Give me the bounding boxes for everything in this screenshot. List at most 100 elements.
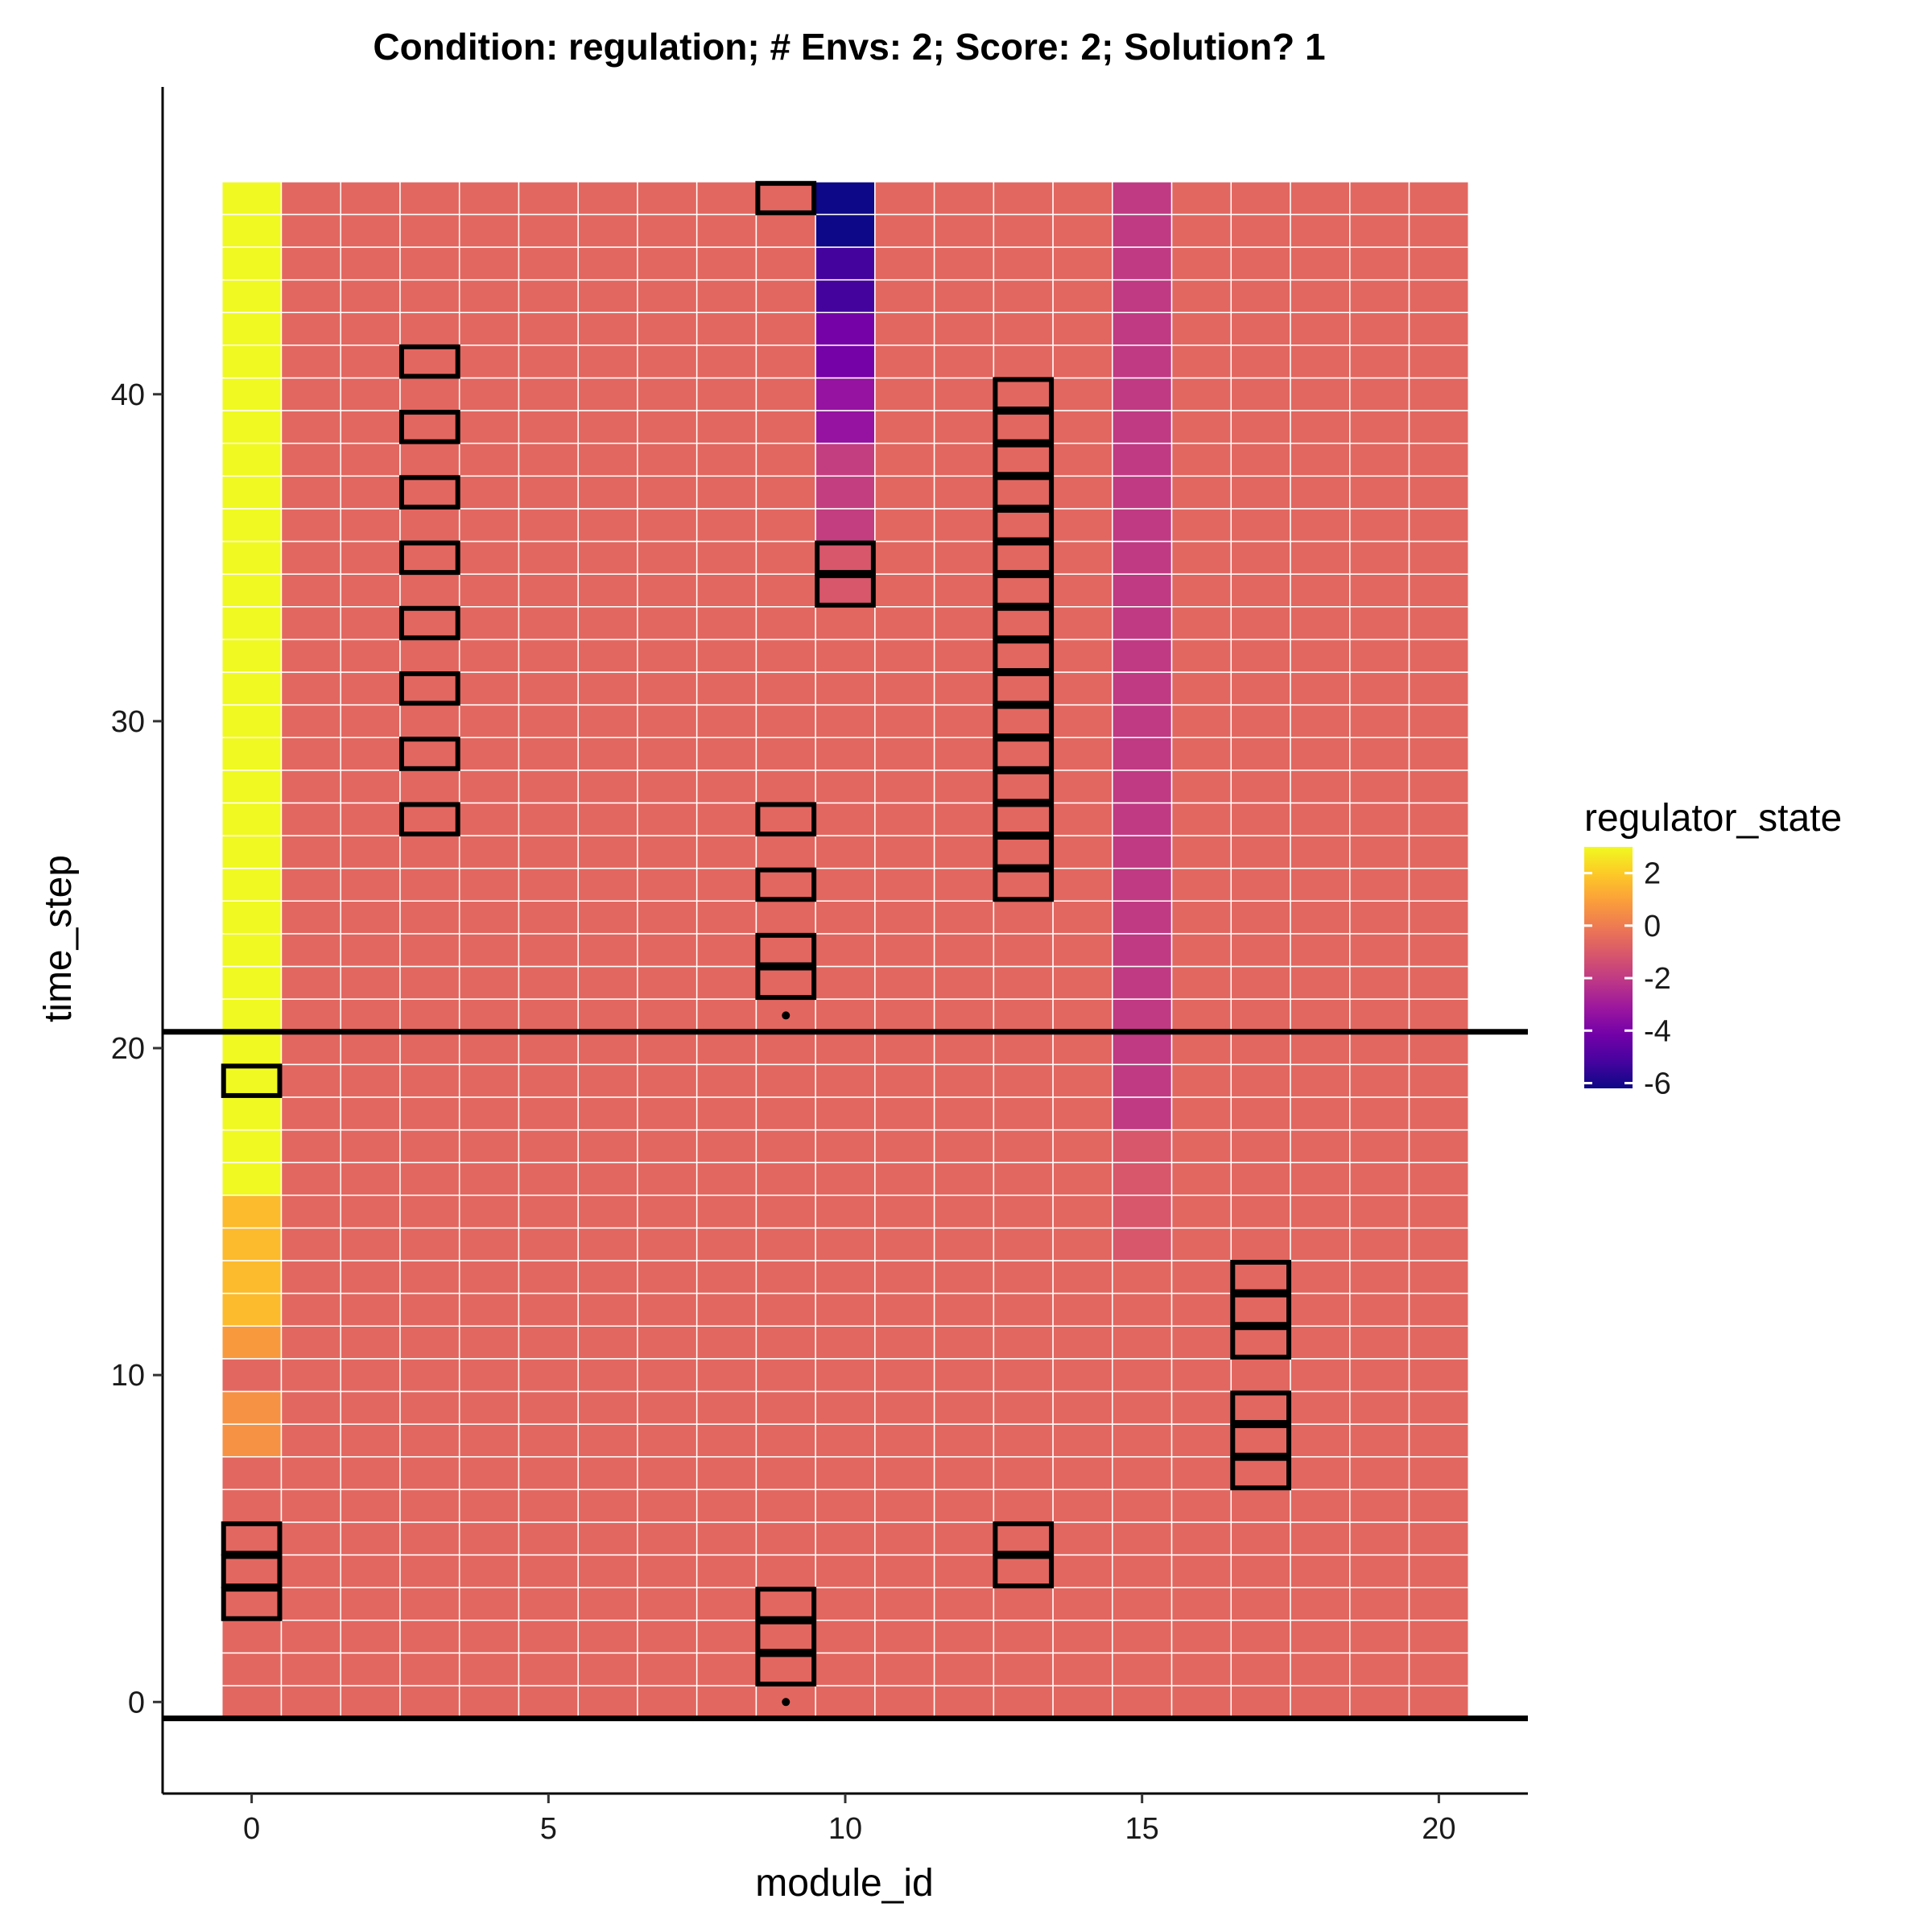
heatmap-cell bbox=[458, 181, 520, 216]
heatmap-cell bbox=[340, 1620, 401, 1654]
highlight-box bbox=[993, 540, 1055, 576]
heatmap-cell bbox=[1290, 1030, 1351, 1066]
heatmap-cell bbox=[815, 345, 876, 379]
heatmap-cell bbox=[399, 181, 460, 216]
heatmap-cell bbox=[280, 1423, 341, 1458]
heatmap-cell bbox=[755, 1390, 816, 1425]
heatmap-cell bbox=[1230, 1195, 1291, 1229]
heatmap-cell bbox=[1170, 933, 1232, 968]
heatmap-cell bbox=[340, 508, 401, 543]
heatmap-cell bbox=[815, 1162, 876, 1196]
heatmap-cell bbox=[933, 1129, 995, 1163]
heatmap-cell bbox=[993, 1325, 1054, 1360]
heatmap-cell bbox=[1052, 279, 1113, 313]
heatmap-cell bbox=[221, 1260, 283, 1294]
heatmap-cell bbox=[280, 638, 341, 673]
legend: regulator_state 2 0 -2 -4 -6 bbox=[1584, 797, 1842, 1100]
heatmap-cell bbox=[577, 279, 638, 313]
heatmap-cell bbox=[577, 540, 638, 575]
heatmap-cell bbox=[1230, 442, 1291, 477]
heatmap-cell bbox=[518, 246, 579, 281]
highlight-box bbox=[993, 605, 1055, 641]
heatmap-cell bbox=[518, 1325, 579, 1360]
heatmap-cell bbox=[815, 1390, 876, 1425]
heatmap-cell bbox=[399, 1030, 460, 1066]
heatmap-cell bbox=[1230, 737, 1291, 771]
heatmap-cell bbox=[874, 900, 935, 935]
heatmap-cell bbox=[399, 933, 460, 968]
heatmap-cell bbox=[1408, 1129, 1470, 1163]
heatmap-cell bbox=[577, 1554, 638, 1588]
heatmap-cell bbox=[1112, 1292, 1173, 1327]
heatmap-cell bbox=[993, 802, 1054, 836]
heatmap-cell bbox=[280, 312, 341, 346]
heatmap-cell bbox=[1349, 770, 1410, 804]
heatmap-cell bbox=[340, 475, 401, 510]
heatmap-cell bbox=[399, 605, 460, 641]
heatmap-cell bbox=[993, 998, 1054, 1033]
y-tick-label: 20 bbox=[111, 1032, 145, 1066]
heatmap-cell bbox=[696, 475, 758, 510]
heatmap-cell bbox=[1408, 573, 1470, 608]
heatmap-cell bbox=[637, 1227, 698, 1261]
heatmap-cell bbox=[874, 475, 935, 510]
heatmap-cell bbox=[458, 671, 520, 706]
heatmap-cell bbox=[518, 410, 579, 444]
heatmap-cell bbox=[1290, 671, 1351, 706]
heatmap-cell bbox=[874, 1455, 935, 1491]
heatmap-cell bbox=[221, 965, 283, 1000]
heatmap-cell bbox=[1290, 1685, 1351, 1719]
heatmap-cell bbox=[755, 1325, 816, 1360]
heatmap-cell bbox=[696, 1652, 758, 1686]
heatmap-cell bbox=[1052, 1195, 1113, 1229]
heatmap-cell bbox=[280, 540, 341, 575]
heatmap-cell bbox=[1170, 1390, 1232, 1425]
heatmap-cell bbox=[518, 770, 579, 804]
heatmap-cell bbox=[340, 1129, 401, 1163]
heatmap-cell bbox=[1408, 867, 1470, 902]
heatmap-cell bbox=[1290, 573, 1351, 608]
heatmap-cell bbox=[518, 1685, 579, 1719]
heatmap-cell bbox=[755, 1521, 816, 1556]
heatmap-cell bbox=[1052, 442, 1113, 477]
heatmap-cell bbox=[280, 704, 341, 738]
highlight-box bbox=[993, 507, 1055, 543]
heatmap-cell bbox=[1349, 1587, 1410, 1621]
heatmap-cell bbox=[340, 213, 401, 248]
heatmap-cell bbox=[696, 1162, 758, 1196]
heatmap-cell bbox=[815, 213, 876, 248]
heatmap-cell bbox=[874, 1063, 935, 1098]
heatmap-cell bbox=[1112, 1587, 1173, 1621]
heatmap-cell bbox=[1170, 1521, 1232, 1556]
heatmap-cell bbox=[1052, 605, 1113, 641]
heatmap-cell bbox=[815, 1358, 876, 1393]
heatmap-cell bbox=[933, 737, 995, 771]
heatmap-cell bbox=[637, 1063, 698, 1098]
heatmap-cell bbox=[815, 1227, 876, 1261]
heatmap-cell bbox=[696, 540, 758, 575]
heatmap-cell bbox=[1349, 671, 1410, 706]
heatmap-cell bbox=[993, 1030, 1054, 1066]
heatmap-cell bbox=[1408, 1423, 1470, 1458]
heatmap-cell bbox=[1170, 1620, 1232, 1654]
heatmap-cell bbox=[1290, 1325, 1351, 1360]
heatmap-cell bbox=[458, 900, 520, 935]
heatmap-cell bbox=[399, 1063, 460, 1098]
highlight-box bbox=[815, 540, 876, 576]
heatmap-cell bbox=[993, 573, 1054, 608]
heatmap-cell bbox=[1230, 475, 1291, 510]
heatmap-cell bbox=[696, 900, 758, 935]
heatmap-cell bbox=[1349, 1325, 1410, 1360]
heatmap-cell bbox=[340, 671, 401, 706]
heatmap-cell bbox=[755, 1358, 816, 1393]
heatmap-cell bbox=[518, 867, 579, 902]
heatmap-cell bbox=[874, 737, 935, 771]
heatmap-cell bbox=[815, 508, 876, 543]
heatmap-cell bbox=[1408, 1358, 1470, 1393]
heatmap-cell bbox=[458, 1455, 520, 1491]
heatmap-cell bbox=[1349, 1227, 1410, 1261]
highlight-box bbox=[398, 802, 460, 837]
dot-marker bbox=[782, 1698, 791, 1707]
highlight-box bbox=[755, 1619, 817, 1654]
heatmap-cell bbox=[340, 1521, 401, 1556]
